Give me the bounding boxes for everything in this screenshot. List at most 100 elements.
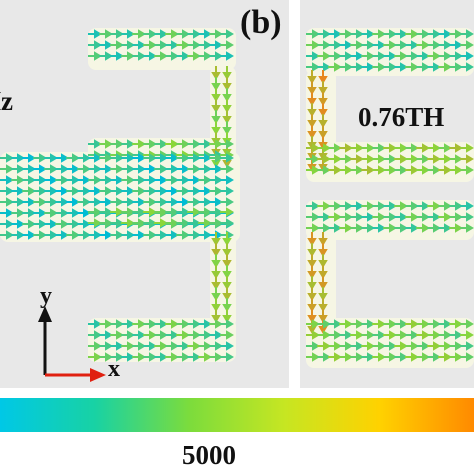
- current-arrow: [132, 186, 146, 196]
- current-arrow: [220, 29, 234, 39]
- current-arrow: [361, 51, 375, 61]
- current-arrow: [307, 243, 317, 257]
- current-arrow: [88, 352, 102, 362]
- current-arrow: [405, 62, 419, 72]
- current-arrow: [306, 341, 320, 351]
- current-arrow: [405, 40, 419, 50]
- current-arrow: [132, 352, 146, 362]
- current-arrow: [328, 352, 342, 362]
- current-arrow: [11, 186, 25, 196]
- current-arrow: [438, 29, 452, 39]
- current-arrow: [416, 62, 430, 72]
- current-arrow: [372, 40, 386, 50]
- current-arrow: [88, 164, 102, 174]
- current-arrow: [222, 287, 232, 301]
- current-arrow: [209, 330, 223, 340]
- current-arrow: [339, 62, 353, 72]
- current-arrow: [165, 153, 179, 163]
- current-arrow: [449, 201, 463, 211]
- current-arrow: [350, 352, 364, 362]
- panel-label: (b): [240, 4, 282, 41]
- current-arrow: [209, 139, 223, 149]
- current-arrow: [405, 223, 419, 233]
- current-arrow: [0, 164, 14, 174]
- current-arrow: [99, 319, 113, 329]
- current-arrow: [222, 265, 232, 279]
- current-arrow: [460, 62, 474, 72]
- current-arrow: [22, 175, 36, 185]
- current-arrow: [110, 341, 124, 351]
- current-arrow: [198, 40, 212, 50]
- current-arrow: [383, 62, 397, 72]
- current-arrow: [55, 208, 69, 218]
- current-arrow: [0, 197, 14, 207]
- x-axis-arrowhead: [90, 368, 106, 382]
- current-arrow: [449, 330, 463, 340]
- current-arrow: [427, 352, 441, 362]
- current-arrow: [317, 40, 331, 50]
- current-arrow: [350, 40, 364, 50]
- current-arrow: [339, 154, 353, 164]
- current-arrow: [0, 219, 14, 229]
- current-arrow: [318, 70, 328, 84]
- current-arrow: [306, 212, 320, 222]
- current-arrow: [176, 175, 190, 185]
- current-arrow: [209, 29, 223, 39]
- current-arrow: [427, 341, 441, 351]
- current-arrow: [220, 153, 234, 163]
- current-arrow: [460, 51, 474, 61]
- current-arrow: [383, 51, 397, 61]
- current-arrow: [328, 165, 342, 175]
- current-arrow: [220, 330, 234, 340]
- current-arrow: [416, 51, 430, 61]
- current-arrow: [209, 319, 223, 329]
- current-arrow: [110, 319, 124, 329]
- current-arrow: [307, 125, 317, 139]
- current-arrow: [209, 186, 223, 196]
- current-arrow: [154, 207, 168, 217]
- current-arrow: [132, 164, 146, 174]
- current-arrow: [328, 212, 342, 222]
- current-arrow: [165, 51, 179, 61]
- current-arrow: [449, 62, 463, 72]
- current-arrow: [222, 66, 232, 80]
- current-arrow: [187, 319, 201, 329]
- current-arrow: [317, 201, 331, 211]
- current-arrow: [383, 165, 397, 175]
- current-arrow: [211, 77, 221, 91]
- metal-strip: [210, 232, 236, 328]
- current-arrow: [11, 219, 25, 229]
- current-arrow: [33, 208, 47, 218]
- current-arrow: [416, 212, 430, 222]
- current-arrow: [187, 186, 201, 196]
- current-arrow: [211, 88, 221, 102]
- current-arrow: [394, 51, 408, 61]
- current-arrow: [222, 309, 232, 323]
- current-arrow: [328, 223, 342, 233]
- current-arrow: [143, 153, 157, 163]
- current-arrow: [372, 143, 386, 153]
- current-arrow: [361, 143, 375, 153]
- current-arrow: [165, 175, 179, 185]
- current-arrow: [99, 175, 113, 185]
- current-arrow: [328, 62, 342, 72]
- current-arrow: [318, 114, 328, 128]
- current-arrow: [220, 207, 234, 217]
- current-arrow: [460, 154, 474, 164]
- current-arrow: [307, 254, 317, 268]
- current-arrow: [317, 341, 331, 351]
- current-arrow: [176, 164, 190, 174]
- current-arrow: [350, 330, 364, 340]
- current-arrow: [88, 153, 102, 163]
- current-arrow: [55, 175, 69, 185]
- current-arrow: [77, 153, 91, 163]
- current-arrow: [88, 186, 102, 196]
- current-arrow: [350, 154, 364, 164]
- current-arrow: [132, 330, 146, 340]
- current-arrow: [209, 153, 223, 163]
- current-arrow: [143, 319, 157, 329]
- current-arrow: [427, 165, 441, 175]
- current-arrow: [165, 164, 179, 174]
- current-arrow: [143, 230, 157, 240]
- current-arrow: [121, 197, 135, 207]
